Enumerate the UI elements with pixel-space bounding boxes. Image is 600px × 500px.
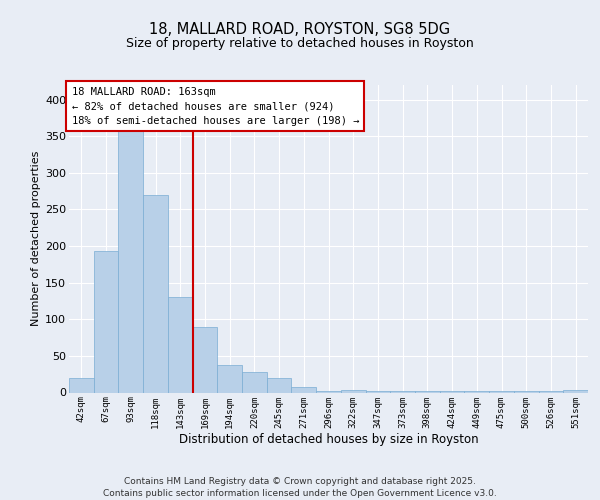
Bar: [143, 195, 168, 392]
Text: 18, MALLARD ROAD, ROYSTON, SG8 5DG: 18, MALLARD ROAD, ROYSTON, SG8 5DG: [149, 22, 451, 38]
Bar: [341, 390, 365, 392]
Bar: [539, 391, 563, 392]
Bar: [69, 378, 94, 392]
Text: Contains HM Land Registry data © Crown copyright and database right 2025.
Contai: Contains HM Land Registry data © Crown c…: [103, 476, 497, 498]
Bar: [292, 386, 316, 392]
Bar: [94, 251, 118, 392]
Bar: [390, 391, 415, 392]
Bar: [118, 126, 143, 392]
Bar: [267, 378, 292, 392]
Bar: [464, 391, 489, 392]
Bar: [440, 391, 464, 392]
Text: 18 MALLARD ROAD: 163sqm
← 82% of detached houses are smaller (924)
18% of semi-d: 18 MALLARD ROAD: 163sqm ← 82% of detache…: [71, 86, 359, 126]
Bar: [365, 391, 390, 392]
Bar: [514, 391, 539, 392]
Bar: [316, 391, 341, 392]
Bar: [168, 298, 193, 392]
X-axis label: Distribution of detached houses by size in Royston: Distribution of detached houses by size …: [179, 433, 478, 446]
Bar: [193, 326, 217, 392]
Bar: [242, 372, 267, 392]
Text: Size of property relative to detached houses in Royston: Size of property relative to detached ho…: [126, 38, 474, 51]
Bar: [217, 364, 242, 392]
Bar: [563, 390, 588, 392]
Bar: [489, 391, 514, 392]
Bar: [415, 391, 440, 392]
Y-axis label: Number of detached properties: Number of detached properties: [31, 151, 41, 326]
